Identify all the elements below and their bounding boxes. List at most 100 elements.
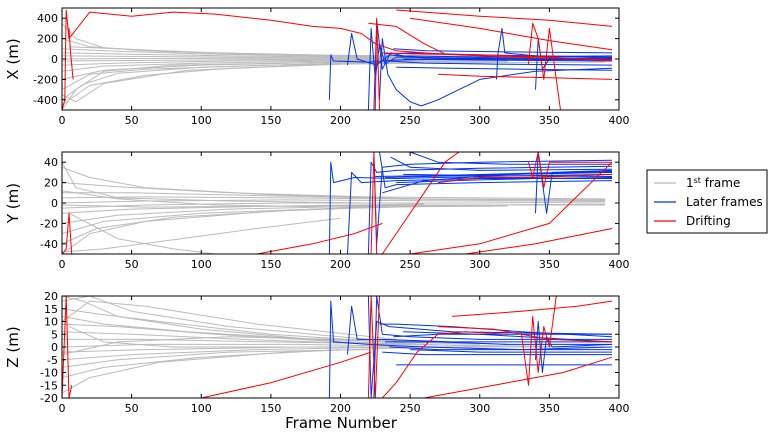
y-tick-label-z--15: -15 xyxy=(40,379,58,392)
panel-y: 0 50 100 150 200 250 300 350 400 -40 -20 0 20 40 Y (m) xyxy=(4,151,630,271)
series-first-y-12 xyxy=(62,217,341,253)
y-tick-label-z-10: 10 xyxy=(44,316,58,329)
y-axis-label-y: Y (m) xyxy=(4,183,22,224)
y-tick-label-x-400: 400 xyxy=(37,12,58,25)
series-later-y-12 xyxy=(375,170,613,177)
series-later-x-10 xyxy=(496,27,613,80)
series-first-y-15 xyxy=(62,204,606,208)
x-tick-label-z-300: 300 xyxy=(469,402,490,415)
series-later-x-7 xyxy=(393,48,613,54)
series-drift-y-7 xyxy=(528,152,612,189)
series-first-y-11 xyxy=(62,161,369,204)
y-tick-label-z-20: 20 xyxy=(44,290,58,303)
series-drift-x-2 xyxy=(368,22,446,55)
series-later-z-12 xyxy=(385,341,612,345)
series-later-y-6 xyxy=(390,156,613,171)
series-drift-x-7 xyxy=(437,73,613,80)
y-tick-label-z-15: 15 xyxy=(44,303,58,316)
x-tick-label-x-200: 200 xyxy=(330,114,351,127)
y-tick-label-y-40: 40 xyxy=(44,156,58,169)
x-tick-label-z-100: 100 xyxy=(191,402,212,415)
x-tick-label-x-150: 150 xyxy=(260,114,281,127)
series-first-y-4 xyxy=(62,203,425,214)
series-first-x-14 xyxy=(68,46,341,57)
series-drift-z-3 xyxy=(381,331,508,398)
x-axis-label: Frame Number xyxy=(285,414,398,432)
series-drift-z-1 xyxy=(201,351,372,398)
x-tick-label-z-150: 150 xyxy=(260,402,281,415)
series-first-z-5 xyxy=(62,331,606,348)
y-tick-label-z--20: -20 xyxy=(40,392,58,405)
series-later-x-8 xyxy=(396,66,613,71)
x-tick-label-x-350: 350 xyxy=(539,114,560,127)
series-later-z-10 xyxy=(410,349,612,353)
x-tick-label-y-200: 200 xyxy=(330,258,351,271)
series-drift-y-6 xyxy=(437,173,613,184)
x-tick-label-x-0: 0 xyxy=(59,114,66,127)
x-tick-label-y-0: 0 xyxy=(59,258,66,271)
series-later-y-9 xyxy=(409,152,612,165)
y-tick-label-z--10: -10 xyxy=(40,367,58,380)
y-tick-label-x--400: -400 xyxy=(33,94,58,107)
series-later-y-7 xyxy=(396,177,613,184)
series-later-z-5 xyxy=(382,351,612,356)
x-tick-label-y-400: 400 xyxy=(609,258,630,271)
series-first-z-2 xyxy=(62,308,425,345)
x-tick-label-y-100: 100 xyxy=(191,258,212,271)
plot-area-y xyxy=(62,152,613,254)
y-tick-label-z--5: -5 xyxy=(47,354,58,367)
series-later-y-10 xyxy=(382,171,613,194)
panel-z: 0 50 100 150 200 250 300 350 400-20-15-10-505101… xyxy=(4,290,630,415)
series-drift-z-7 xyxy=(521,296,557,386)
plot-area-z xyxy=(62,296,613,398)
series-drift-x-5 xyxy=(396,9,613,27)
series-first-y-0 xyxy=(62,203,606,254)
series-later-x-9 xyxy=(403,58,613,62)
y-tick-label-y-20: 20 xyxy=(44,177,58,190)
series-first-z-10 xyxy=(62,349,369,368)
series-drift-y-2 xyxy=(370,152,378,254)
series-first-y-10 xyxy=(62,166,411,200)
series-later-x-4 xyxy=(379,38,613,107)
series-drift-y-4 xyxy=(410,161,613,254)
series-later-y-2 xyxy=(367,161,613,254)
series-first-x-3 xyxy=(62,61,606,91)
y-tick-label-y--40: -40 xyxy=(40,238,58,251)
series-drift-z-4 xyxy=(424,356,613,398)
series-drift-x-4 xyxy=(382,52,613,62)
x-tick-label-x-400: 400 xyxy=(609,114,630,127)
x-tick-label-x-300: 300 xyxy=(469,114,490,127)
series-first-z-14 xyxy=(62,300,397,340)
series-drift-y-1 xyxy=(256,222,383,254)
panel-x: 0 50 100 150 200 250 300 350 400 -400 -200 0 200 400 X… xyxy=(4,7,630,127)
series-drift-z-6 xyxy=(451,300,613,317)
series-first-y-14 xyxy=(62,190,508,208)
series-later-z-3 xyxy=(373,296,612,398)
series-first-z-12 xyxy=(62,346,425,394)
series-drift-x-8 xyxy=(528,22,561,110)
series-drift-y-0 xyxy=(62,212,73,254)
series-later-x-2 xyxy=(367,27,613,110)
x-tick-label-z-350: 350 xyxy=(539,402,560,415)
x-tick-label-z-250: 250 xyxy=(400,402,421,415)
series-first-y-6 xyxy=(62,199,606,204)
series-later-y-4 xyxy=(379,152,613,189)
legend-label-later-frames: Later frames xyxy=(686,195,763,209)
y-tick-label-x-0: 0 xyxy=(51,53,58,66)
plot-area-x xyxy=(62,9,613,110)
x-tick-label-y-300: 300 xyxy=(469,258,490,271)
legend-label-drifting: Drifting xyxy=(686,214,731,228)
series-drift-y-3 xyxy=(381,152,460,254)
legend-frame xyxy=(646,169,768,234)
x-tick-label-x-100: 100 xyxy=(191,114,212,127)
legend-label-first-frame: 1st frame xyxy=(686,176,740,191)
x-tick-label-x-50: 50 xyxy=(125,114,139,127)
y-axis-label-z: Z (m) xyxy=(4,326,22,367)
series-drift-x-1 xyxy=(68,28,74,80)
x-tick-label-y-50: 50 xyxy=(125,258,139,271)
x-tick-label-y-250: 250 xyxy=(400,258,421,271)
y-tick-label-z-5: 5 xyxy=(51,328,58,341)
y-tick-label-x--200: -200 xyxy=(33,73,58,86)
series-drift-y-5 xyxy=(465,228,613,254)
